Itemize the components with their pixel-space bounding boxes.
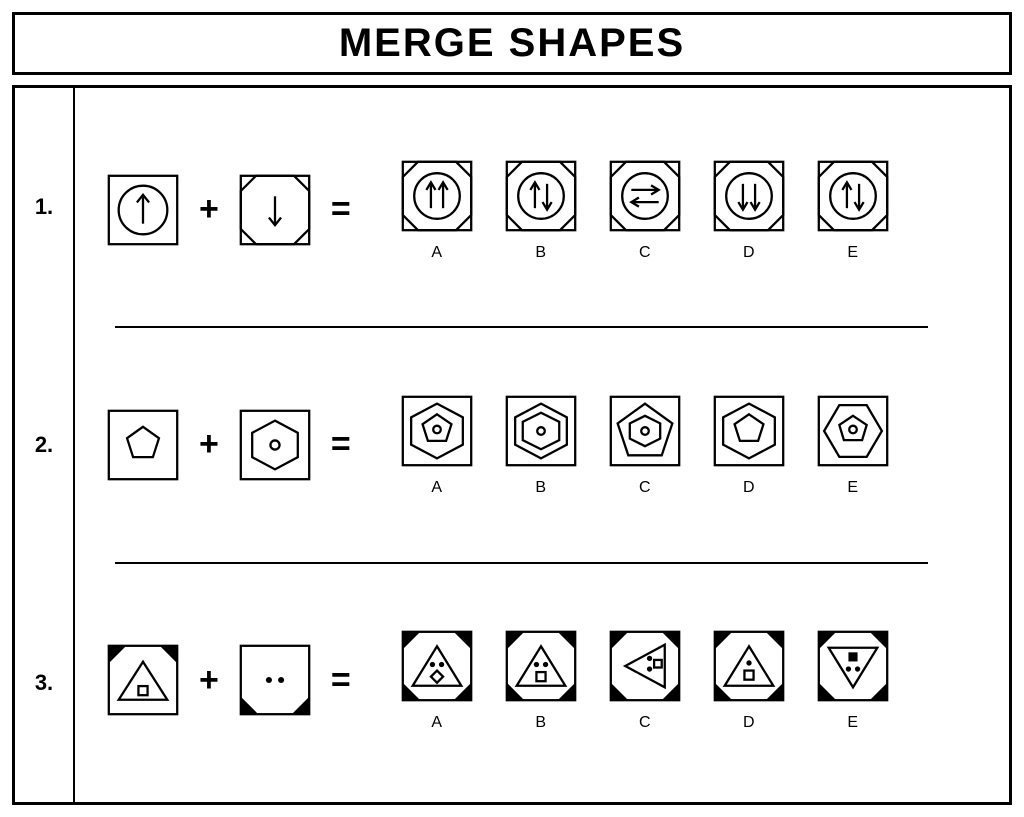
option-label: B: [535, 244, 546, 262]
plus-operator: +: [193, 190, 225, 229]
option-shape: [607, 158, 683, 234]
option[interactable]: E: [815, 628, 891, 732]
option-label: A: [431, 244, 442, 262]
option[interactable]: B: [503, 158, 579, 262]
options-row: A B: [399, 158, 891, 262]
option-label: E: [847, 714, 858, 732]
lhs-shape-2: [237, 172, 313, 248]
option-shape: [503, 628, 579, 704]
option-label: D: [743, 714, 755, 732]
equals-operator: =: [325, 425, 357, 464]
option[interactable]: C: [607, 628, 683, 732]
option-shape: [399, 158, 475, 234]
row-number: 3.: [15, 564, 73, 802]
number-column: 1. 2. 3.: [15, 88, 75, 802]
options-row: A B: [399, 628, 891, 732]
option-shape: [815, 628, 891, 704]
option-shape: [815, 393, 891, 469]
option-label: A: [431, 479, 442, 497]
row-number: 1.: [15, 88, 73, 326]
option-label: A: [431, 714, 442, 732]
equals-operator: =: [325, 190, 357, 229]
puzzle-row: + =: [105, 569, 989, 792]
option[interactable]: A: [399, 628, 475, 732]
option[interactable]: C: [607, 158, 683, 262]
plus-operator: +: [193, 425, 225, 464]
option-shape: [503, 393, 579, 469]
option-label: B: [535, 479, 546, 497]
option-label: D: [743, 479, 755, 497]
option-label: D: [743, 244, 755, 262]
option-label: B: [535, 714, 546, 732]
option-label: C: [639, 244, 651, 262]
lhs-shape-1: [105, 642, 181, 718]
plus-operator: +: [193, 661, 225, 700]
lhs-shape-2: [237, 407, 313, 483]
lhs-shape-1: [105, 172, 181, 248]
option-shape: [607, 628, 683, 704]
option[interactable]: E: [815, 393, 891, 497]
option[interactable]: D: [711, 628, 787, 732]
puzzle-row: + = A: [105, 333, 989, 556]
option-shape: [711, 158, 787, 234]
puzzle-row: + =: [105, 98, 989, 321]
row-number: 2.: [15, 326, 73, 564]
row-separator: [115, 562, 928, 564]
option-shape: [399, 393, 475, 469]
option-shape: [815, 158, 891, 234]
option[interactable]: E: [815, 158, 891, 262]
options-row: A B: [399, 393, 891, 497]
lhs-shape-1: [105, 407, 181, 483]
lhs-shape-2: [237, 642, 313, 718]
row-separator: [115, 326, 928, 328]
option-label: C: [639, 479, 651, 497]
content-column: + =: [75, 88, 1009, 802]
option[interactable]: D: [711, 158, 787, 262]
option-shape: [503, 158, 579, 234]
equals-operator: =: [325, 661, 357, 700]
option-shape: [607, 393, 683, 469]
option-label: C: [639, 714, 651, 732]
option-shape: [399, 628, 475, 704]
worksheet-box: 1. 2. 3. + =: [12, 85, 1012, 805]
option-shape: [711, 628, 787, 704]
option[interactable]: D: [711, 393, 787, 497]
option[interactable]: A: [399, 393, 475, 497]
option-label: E: [847, 244, 858, 262]
option[interactable]: C: [607, 393, 683, 497]
option-label: E: [847, 479, 858, 497]
option[interactable]: A: [399, 158, 475, 262]
option[interactable]: B: [503, 393, 579, 497]
option[interactable]: B: [503, 628, 579, 732]
option-shape: [711, 393, 787, 469]
page-title: MERGE SHAPES: [12, 12, 1012, 75]
